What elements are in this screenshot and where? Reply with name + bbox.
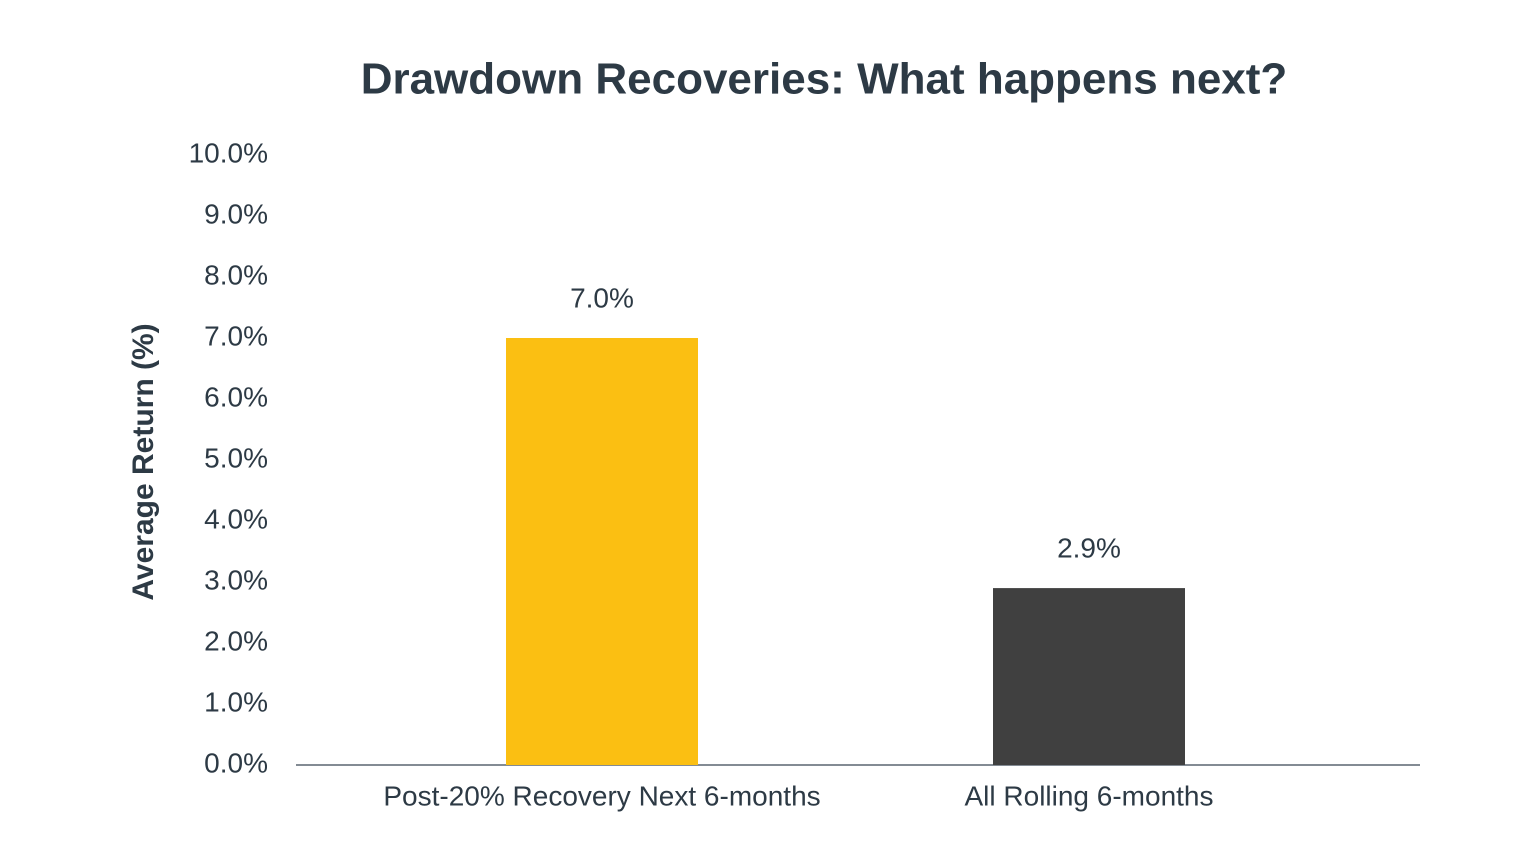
y-tick-label: 8.0% — [204, 259, 268, 290]
y-tick-label: 4.0% — [204, 503, 268, 534]
y-tick-label: 2.0% — [204, 625, 268, 656]
data-label: 2.9% — [1057, 532, 1121, 563]
y-tick-label: 1.0% — [204, 686, 268, 717]
y-tick-label: 9.0% — [204, 198, 268, 229]
bar — [506, 338, 698, 765]
x-tick-label: All Rolling 6-months — [965, 780, 1214, 811]
chart-title: Drawdown Recoveries: What happens next? — [361, 55, 1288, 104]
y-tick-label: 3.0% — [204, 564, 268, 595]
data-label: 7.0% — [570, 282, 634, 313]
y-axis-label: Average Return (%) — [127, 323, 160, 600]
x-tick-label: Post-20% Recovery Next 6-months — [383, 780, 820, 811]
y-tick-label: 5.0% — [204, 442, 268, 473]
y-tick-label: 6.0% — [204, 381, 268, 412]
bar — [993, 588, 1185, 765]
y-tick-label: 7.0% — [204, 320, 268, 351]
y-tick-label: 0.0% — [204, 747, 268, 778]
y-tick-label: 10.0% — [189, 137, 268, 168]
